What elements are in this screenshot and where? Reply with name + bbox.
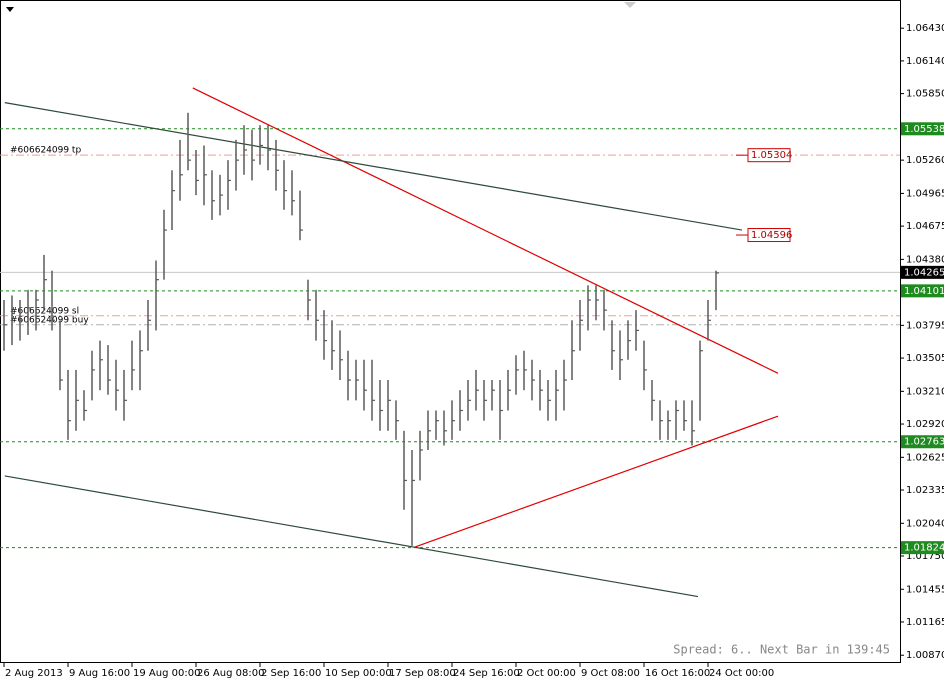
- x-tick-label: 2 Sep 16:00: [261, 668, 321, 679]
- x-tick-label: 2 Oct 00:00: [517, 668, 576, 679]
- y-tick-label: 1.01750: [906, 551, 944, 562]
- y-tick-label: 1.05260: [906, 155, 944, 166]
- y-tick-label: 1.06140: [906, 56, 944, 67]
- menu-arrow[interactable]: [6, 7, 14, 12]
- shift-marker: [624, 2, 636, 8]
- y-tick-label: 1.00870: [906, 650, 944, 661]
- level-label: 1.01824: [904, 543, 944, 554]
- price-label-box: [747, 228, 791, 243]
- y-tick-label: 1.04380: [906, 254, 944, 265]
- level-label: 1.04101: [904, 286, 944, 297]
- trend-line: [192, 87, 779, 374]
- order-label: #606624099 buy: [10, 315, 89, 325]
- current-price-box: [901, 265, 944, 279]
- level-box: [901, 122, 944, 136]
- x-tick-label: 19 Aug 00:00: [133, 668, 200, 679]
- x-tick-label: 24 Oct 00:00: [709, 668, 774, 679]
- price-label-box: [747, 148, 791, 163]
- y-tick-label: 1.03795: [906, 320, 944, 331]
- x-tick-label: 24 Sep 16:00: [453, 668, 520, 679]
- price-label: 1.04596: [751, 230, 792, 241]
- current-price-label: 1.04265: [904, 267, 944, 278]
- level-box: [901, 541, 944, 555]
- trend-line: [4, 102, 743, 231]
- x-tick-label: 9 Aug 16:00: [69, 668, 130, 679]
- x-tick-label: 10 Sep 00:00: [325, 668, 392, 679]
- status-text: Spread: 6.. Next Bar in 139:45: [673, 643, 890, 657]
- y-tick-label: 1.02335: [906, 485, 944, 496]
- y-tick-label: 1.03505: [906, 353, 944, 364]
- y-tick-label: 1.01455: [906, 584, 944, 595]
- y-tick-label: 1.04675: [906, 221, 944, 232]
- y-tick-label: 1.02040: [906, 518, 944, 529]
- x-tick-label: 9 Oct 08:00: [581, 668, 640, 679]
- price-label: 1.05304: [751, 150, 792, 161]
- level-label: 1.02763: [904, 437, 944, 448]
- order-label: #606624099 tp: [10, 146, 81, 156]
- x-tick-label: 2 Aug 2013: [5, 668, 63, 679]
- trend-line: [414, 415, 779, 548]
- y-tick-label: 1.03210: [906, 386, 944, 397]
- y-tick-label: 1.02625: [906, 452, 944, 463]
- y-tick-label: 1.05850: [906, 89, 944, 100]
- level-box: [901, 435, 944, 449]
- order-label: #606624099 sl: [10, 306, 79, 316]
- y-tick-label: 1.04965: [906, 188, 944, 199]
- plot-frame: [0, 0, 901, 663]
- x-tick-label: 17 Sep 08:00: [389, 668, 456, 679]
- y-tick-label: 1.01165: [906, 617, 944, 628]
- x-tick-label: 26 Aug 08:00: [197, 668, 264, 679]
- level-box: [901, 284, 944, 298]
- trend-line: [4, 475, 699, 598]
- level-label: 1.05538: [904, 124, 944, 135]
- y-tick-label: 1.06430: [906, 23, 944, 34]
- y-tick-label: 1.02920: [906, 419, 944, 430]
- x-tick-label: 16 Oct 16:00: [645, 668, 710, 679]
